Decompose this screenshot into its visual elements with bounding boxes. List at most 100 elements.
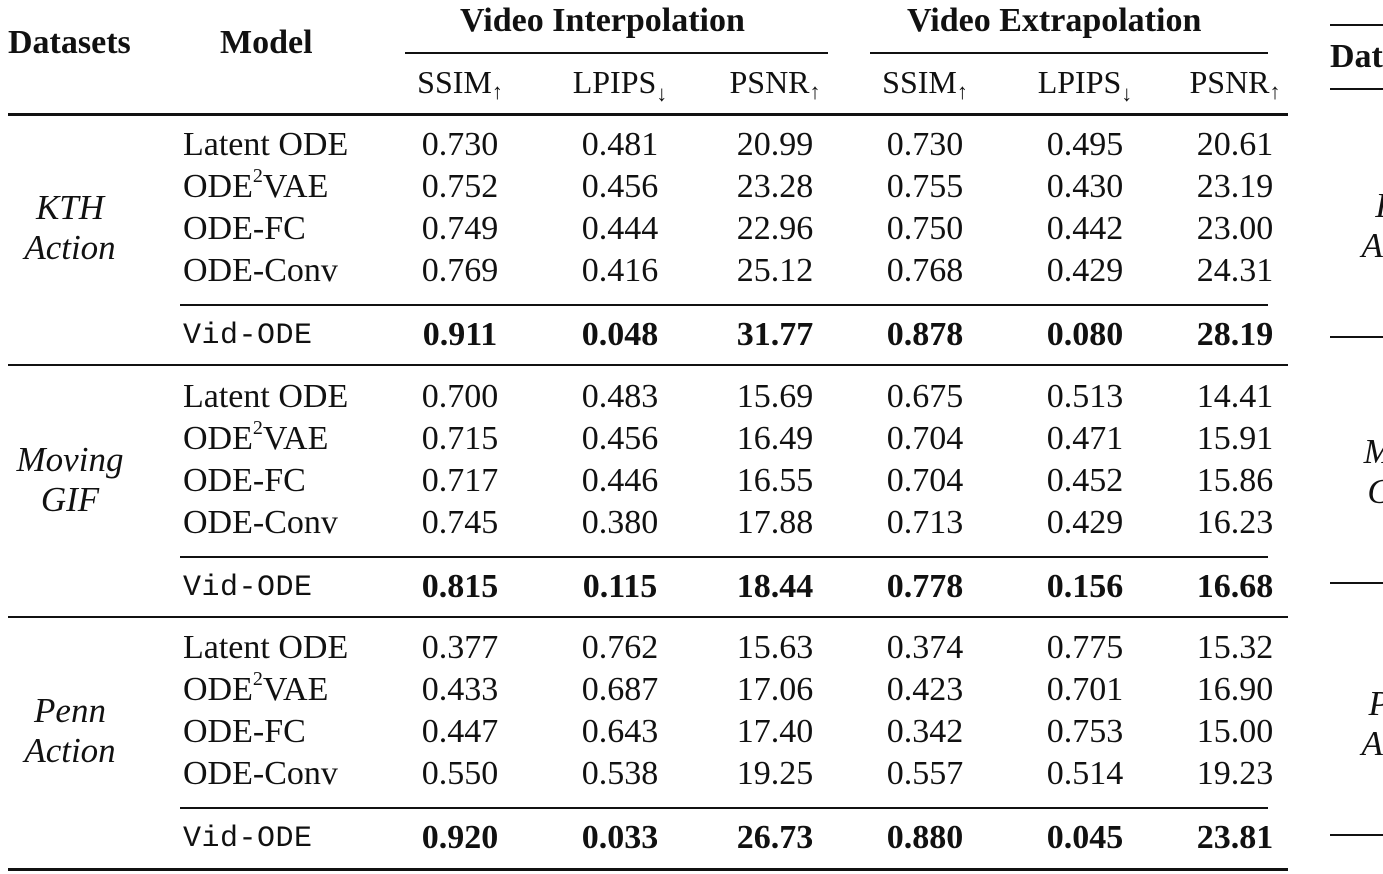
neighbor-dataset-label: MoG: [1300, 432, 1383, 512]
neighbor-rule: [1330, 582, 1383, 584]
table-cell: 0.643: [581, 713, 659, 750]
table-cell: 0.730: [421, 126, 499, 163]
table-cell-best: 0.880: [886, 819, 964, 856]
table-cell-best: 0.878: [886, 316, 964, 353]
table-cell: 0.380: [581, 504, 659, 541]
table-cell-best: 18.44: [736, 568, 814, 605]
model-name: Latent ODE: [183, 378, 349, 415]
table-cell: 23.19: [1196, 168, 1274, 205]
metric-header-lpips-extrap: LPIPS↓: [1015, 66, 1155, 105]
header-video-extrapolation: Video Extrapolation: [907, 2, 1202, 39]
model-name: ODE-Conv: [183, 252, 338, 289]
model-name: Latent ODE: [183, 629, 349, 666]
table-cell-best: 23.81: [1196, 819, 1274, 856]
neighbor-line: Ac: [1361, 226, 1383, 265]
dataset-line-2: Action: [24, 731, 116, 770]
table-cell: 17.06: [736, 671, 814, 708]
table-cell: 0.429: [1046, 504, 1124, 541]
model-name: ODE-Conv: [183, 755, 338, 792]
table-cell-best: 16.68: [1196, 568, 1274, 605]
table-cell: 0.429: [1046, 252, 1124, 289]
table-cell-best: 0.045: [1046, 819, 1124, 856]
table-cell: 20.61: [1196, 126, 1274, 163]
table-cell-best: 0.156: [1046, 568, 1124, 605]
table-cell: 23.28: [736, 168, 814, 205]
metric-header-psnr-extrap: PSNR↑: [1165, 66, 1305, 103]
table-cell: 0.749: [421, 210, 499, 247]
neighbor-header-rule: [1330, 88, 1383, 90]
model-name: ODE2VAE: [183, 417, 329, 457]
table-cell: 0.701: [1046, 671, 1124, 708]
table-cell: 0.775: [1046, 629, 1124, 666]
table-cell-best: 0.115: [582, 568, 658, 605]
table-cell: 0.456: [581, 420, 659, 457]
dataset-line-1: Penn: [34, 691, 106, 730]
model-name: ODE-FC: [183, 462, 306, 499]
table-cell: 0.374: [886, 629, 964, 666]
table-cell: 0.377: [421, 629, 499, 666]
table-bottom-rule: [8, 868, 1288, 871]
neighbor-dataset-label: PeAc: [1300, 684, 1383, 764]
table-cell: 0.481: [581, 126, 659, 163]
model-name-ours: Vid-ODE: [183, 571, 313, 605]
table-cell: 0.753: [1046, 713, 1124, 750]
dataset-label: Penn Action: [0, 691, 140, 771]
metric-name: LPIPS: [572, 64, 657, 100]
table-cell: 15.32: [1196, 629, 1274, 666]
table-cell-best: 0.080: [1046, 316, 1124, 353]
table-cell-best: 31.77: [736, 316, 814, 353]
group-bottom-rule: [8, 364, 1288, 366]
neighbor-top-rule: [1330, 24, 1383, 26]
table-cell: 0.687: [581, 671, 659, 708]
model-name-ours: Vid-ODE: [183, 319, 313, 353]
table-cell: 0.495: [1046, 126, 1124, 163]
group-bottom-rule: [8, 616, 1288, 618]
neighbor-line: G: [1300, 472, 1383, 512]
table-cell: 19.23: [1196, 755, 1274, 792]
table-cell: 0.704: [886, 420, 964, 457]
group-mid-rule: [180, 304, 1268, 306]
arrow-down-icon: ↓: [1121, 81, 1133, 106]
neighbor-line: Ac: [1361, 724, 1383, 763]
table-cell: 0.550: [421, 755, 499, 792]
table-cell: 15.00: [1196, 713, 1274, 750]
interpolation-underline: [405, 52, 828, 54]
table-cell: 0.730: [886, 126, 964, 163]
table-cell: 0.483: [581, 378, 659, 415]
table-cell: 0.675: [886, 378, 964, 415]
table-cell: 0.557: [886, 755, 964, 792]
table-cell: 0.514: [1046, 755, 1124, 792]
table-cell: 15.86: [1196, 462, 1274, 499]
table-cell: 0.713: [886, 504, 964, 541]
table-cell: 0.342: [886, 713, 964, 750]
header-model: Model: [220, 24, 313, 61]
metric-name: SSIM: [882, 64, 957, 100]
neighbor-line: Mo: [1300, 432, 1383, 472]
table-cell-best: 0.033: [581, 819, 659, 856]
metric-name: SSIM: [417, 64, 492, 100]
neighbor-line: K: [1300, 186, 1383, 226]
dataset-label: Moving GIF: [0, 440, 140, 520]
arrow-down-icon: ↓: [656, 81, 668, 106]
table-cell: 0.715: [421, 420, 499, 457]
table-cell: 0.768: [886, 252, 964, 289]
metric-header-ssim-extrap: SSIM↑: [855, 64, 995, 103]
table-cell-best: 28.19: [1196, 316, 1274, 353]
arrow-up-icon: ↑: [1269, 79, 1281, 104]
table-cell-best: 26.73: [736, 819, 814, 856]
model-name: ODE-Conv: [183, 504, 338, 541]
header-video-interpolation: Video Interpolation: [460, 2, 745, 39]
arrow-up-icon: ↑: [956, 79, 968, 104]
table-cell: 0.750: [886, 210, 964, 247]
model-name: ODE2VAE: [183, 668, 329, 708]
table-cell: 16.55: [736, 462, 814, 499]
metric-header-psnr-interp: PSNR↑: [705, 66, 845, 103]
neighbor-header: Dat: [1330, 38, 1383, 75]
table-cell: 0.538: [581, 755, 659, 792]
table-cell: 20.99: [736, 126, 814, 163]
table-cell: 17.88: [736, 504, 814, 541]
table-cell: 0.769: [421, 252, 499, 289]
dataset-line-1: KTH: [35, 188, 105, 227]
table-cell-best: 0.920: [421, 819, 499, 856]
table-cell-best: 0.048: [581, 316, 659, 353]
